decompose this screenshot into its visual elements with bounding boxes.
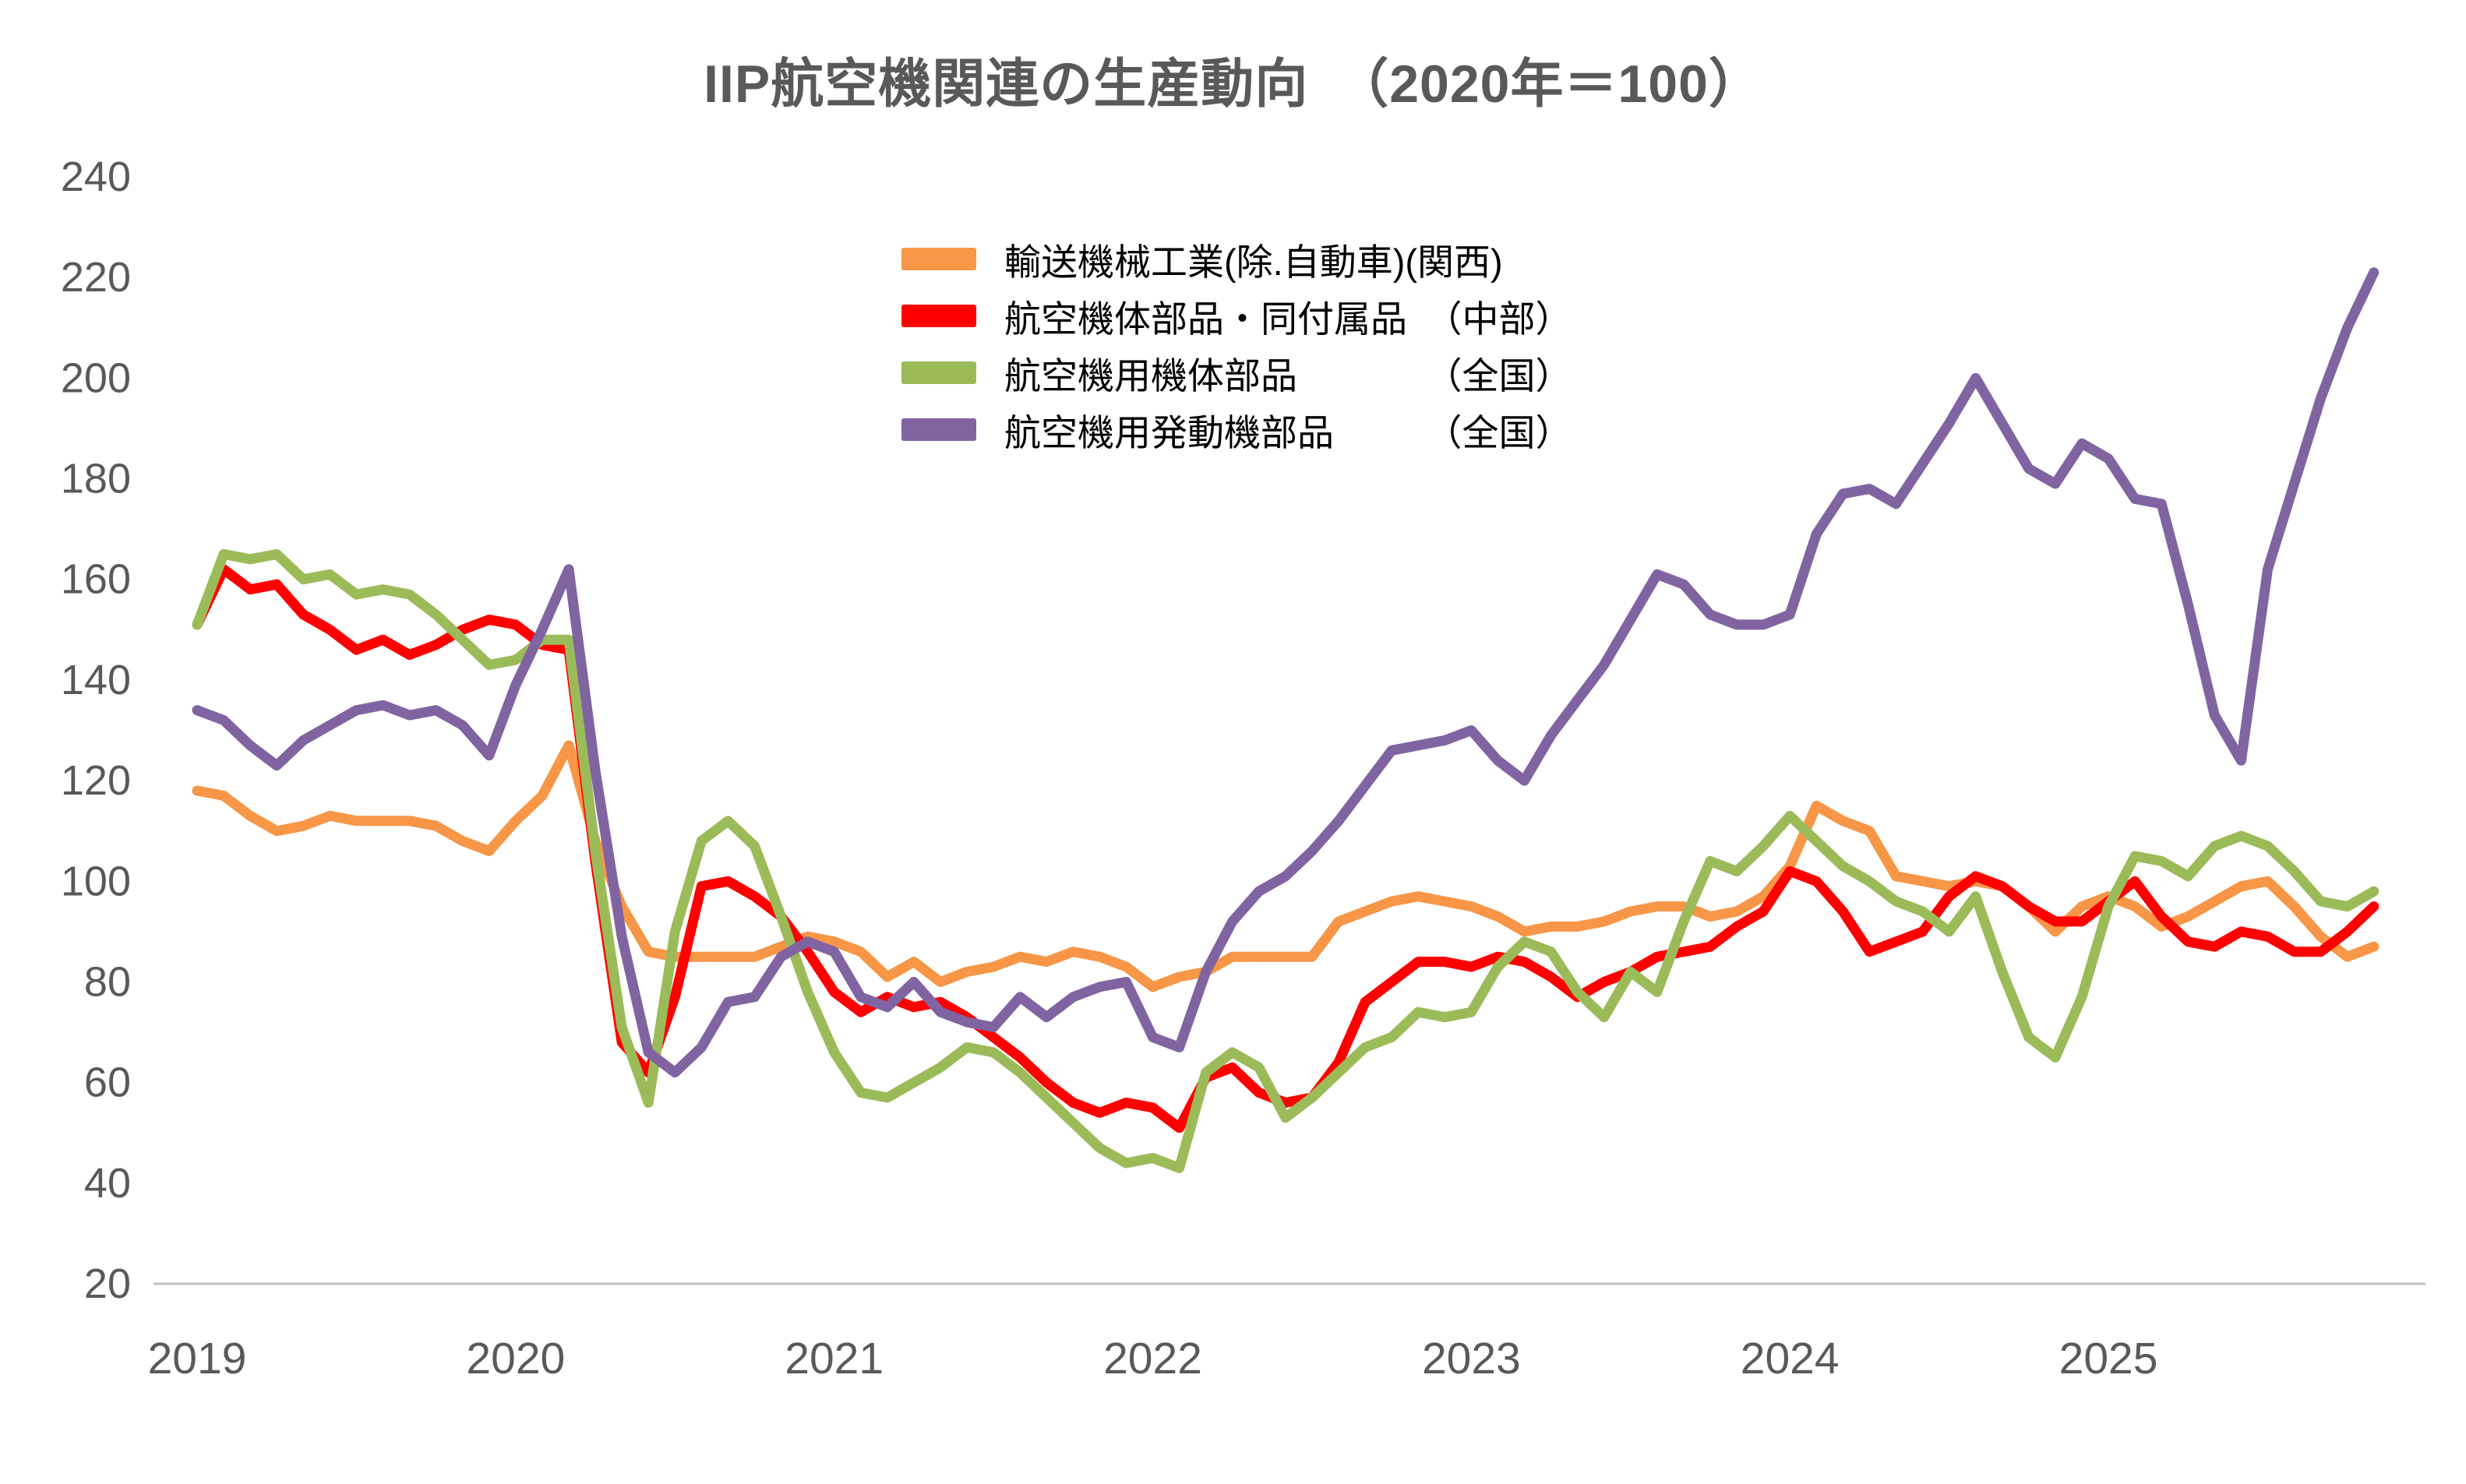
series-line-0 [192, 740, 2380, 992]
y-axis-tick-label: 220 [61, 254, 131, 301]
legend-swatch-green [901, 361, 976, 384]
x-axis-tick-label: 2020 [466, 1334, 565, 1384]
legend-item-national-airframe-parts: 航空機用機体部品 （全国） [901, 344, 1572, 401]
chart-title: IIP航空機関連の生産動向 （2020年＝100） [704, 55, 1762, 114]
x-axis-tick-label: 2019 [148, 1334, 247, 1384]
legend-swatch-purple [901, 418, 976, 441]
legend-label: 航空機用発動機部品 （全国） [1004, 412, 1572, 453]
y-axis-tick-label: 100 [61, 858, 131, 904]
y-axis-tick-label: 60 [84, 1059, 131, 1106]
legend: 輸送機械工業(除.自動車)(関西) 航空機体部品・同付属品 （中部） 航空機用機… [901, 231, 1572, 458]
y-axis-tick-label: 240 [61, 153, 131, 200]
y-axis-tick-label: 160 [61, 556, 131, 603]
y-axis-tick-label: 40 [84, 1160, 131, 1207]
y-axis-tick-label: 140 [61, 657, 131, 703]
x-axis-tick-label: 2025 [2059, 1334, 2158, 1384]
legend-item-chubu-airframe-parts: 航空機体部品・同付属品 （中部） [901, 287, 1572, 344]
legend-label: 輸送機械工業(除.自動車)(関西) [1004, 241, 1503, 283]
legend-label: 航空機用機体部品 （全国） [1004, 355, 1572, 397]
legend-item-national-engine-parts: 航空機用発動機部品 （全国） [901, 401, 1572, 458]
x-axis-tick-label: 2022 [1103, 1334, 1202, 1384]
x-axis-tick-label: 2024 [1741, 1334, 1840, 1384]
y-axis-tick-label: 20 [84, 1260, 131, 1307]
legend-swatch-orange [901, 248, 976, 270]
y-axis-tick-label: 200 [61, 354, 131, 401]
legend-swatch-red [901, 305, 976, 327]
legend-label: 航空機体部品・同付属品 （中部） [1004, 298, 1572, 340]
x-axis-tick-label: 2023 [1422, 1334, 1521, 1384]
legend-item-kansai-transport: 輸送機械工業(除.自動車)(関西) [901, 231, 1572, 287]
x-axis-tick-label: 2021 [785, 1334, 884, 1384]
y-axis-tick-label: 80 [84, 958, 131, 1005]
series-line-2 [192, 548, 2380, 1173]
series-line-3 [192, 267, 2380, 1078]
series-line-1 [192, 564, 2380, 1133]
y-axis-tick-label: 120 [61, 757, 131, 804]
y-axis-tick-label: 180 [61, 456, 131, 502]
